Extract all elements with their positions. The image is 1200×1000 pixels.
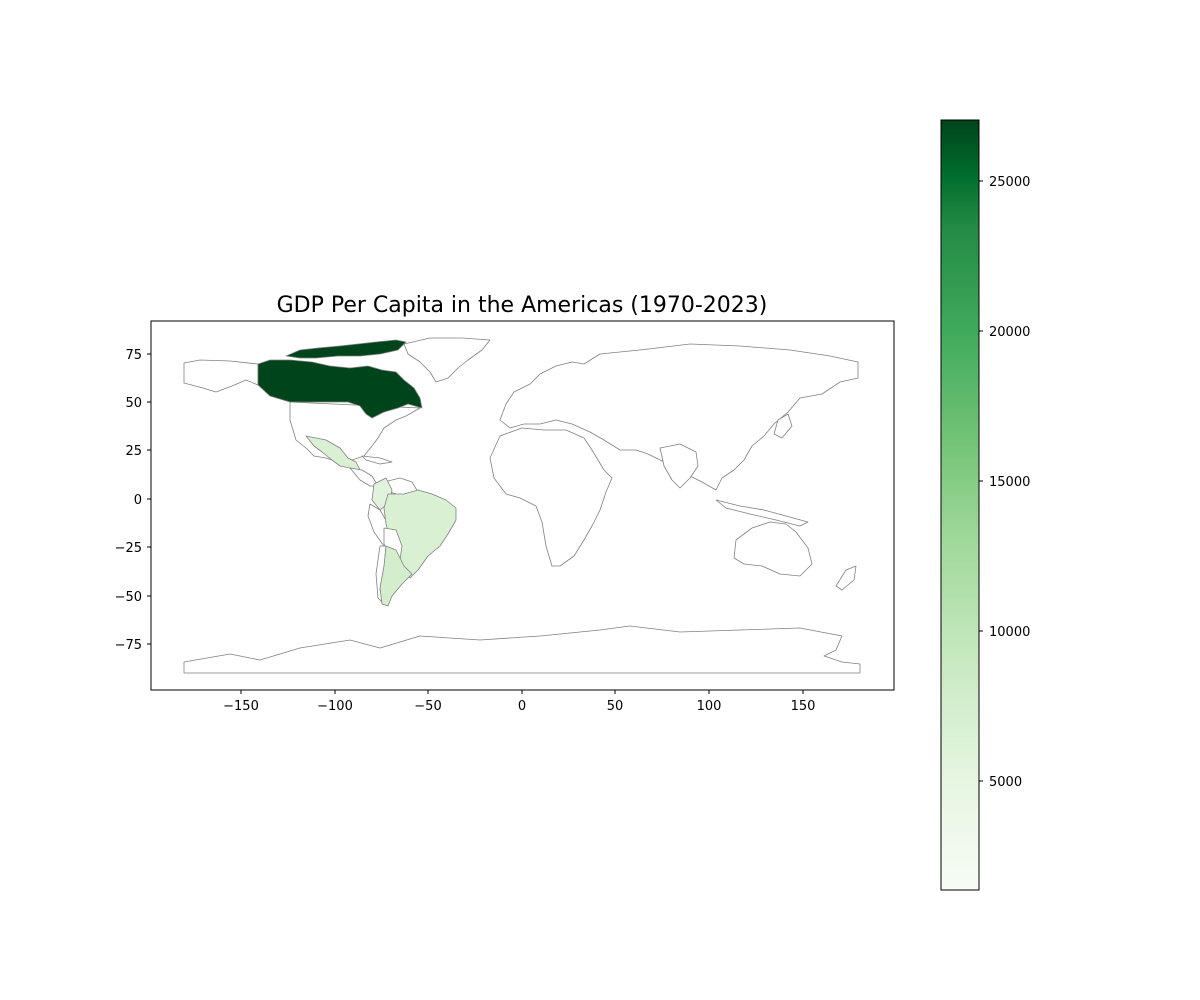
country-borders xyxy=(183,337,861,674)
colorbar-tick-label: 15000 xyxy=(989,475,1030,490)
x-tick-label: 0 xyxy=(518,699,526,714)
colorbar: 25000 20000 15000 10000 5000 xyxy=(940,119,1030,891)
y-tick-label: −50 xyxy=(115,590,142,605)
region-antarctica xyxy=(183,625,861,674)
country-greenland xyxy=(403,337,491,383)
y-tick-label: 25 xyxy=(125,444,142,459)
country-argentina xyxy=(379,545,413,607)
country-australia xyxy=(733,521,813,577)
x-tick-label: 100 xyxy=(697,699,722,714)
colorbar-tick-label: 25000 xyxy=(989,175,1030,190)
x-tick-label: −150 xyxy=(223,699,259,714)
country-new-zealand xyxy=(835,565,857,591)
colorbar-tick-label: 20000 xyxy=(989,325,1030,340)
chart-title: GDP Per Capita in the Americas (1970-202… xyxy=(277,293,768,318)
region-africa xyxy=(489,427,613,567)
x-tick-label: 150 xyxy=(791,699,816,714)
y-tick-label: −75 xyxy=(115,638,142,653)
y-axis xyxy=(147,353,151,645)
map-axes: −150 −100 −50 0 50 100 150 75 50 25 0 −2… xyxy=(115,320,895,714)
x-tick-label: −100 xyxy=(317,699,353,714)
x-tick-label: −50 xyxy=(414,699,441,714)
region-eurasia xyxy=(499,343,859,491)
country-canada xyxy=(257,359,423,419)
x-tick-labels: −150 −100 −50 0 50 100 150 xyxy=(223,699,815,714)
x-tick-label: 50 xyxy=(607,699,624,714)
colorbar-tick-label: 5000 xyxy=(989,775,1022,790)
y-tick-label: −25 xyxy=(115,541,142,556)
colorbar-tick-label: 10000 xyxy=(989,625,1030,640)
colorbar-gradient xyxy=(940,119,980,891)
x-axis xyxy=(240,690,804,694)
country-caribbean xyxy=(361,455,393,465)
country-japan xyxy=(773,413,793,439)
y-tick-labels: 75 50 25 0 −25 −50 −75 xyxy=(115,348,142,653)
country-alaska xyxy=(183,359,259,393)
y-tick-label: 50 xyxy=(125,396,142,411)
country-india xyxy=(659,443,699,489)
y-tick-label: 0 xyxy=(134,493,142,508)
country-canada-islands xyxy=(285,339,407,359)
y-tick-label: 75 xyxy=(125,348,142,363)
region-indonesia xyxy=(715,499,809,527)
